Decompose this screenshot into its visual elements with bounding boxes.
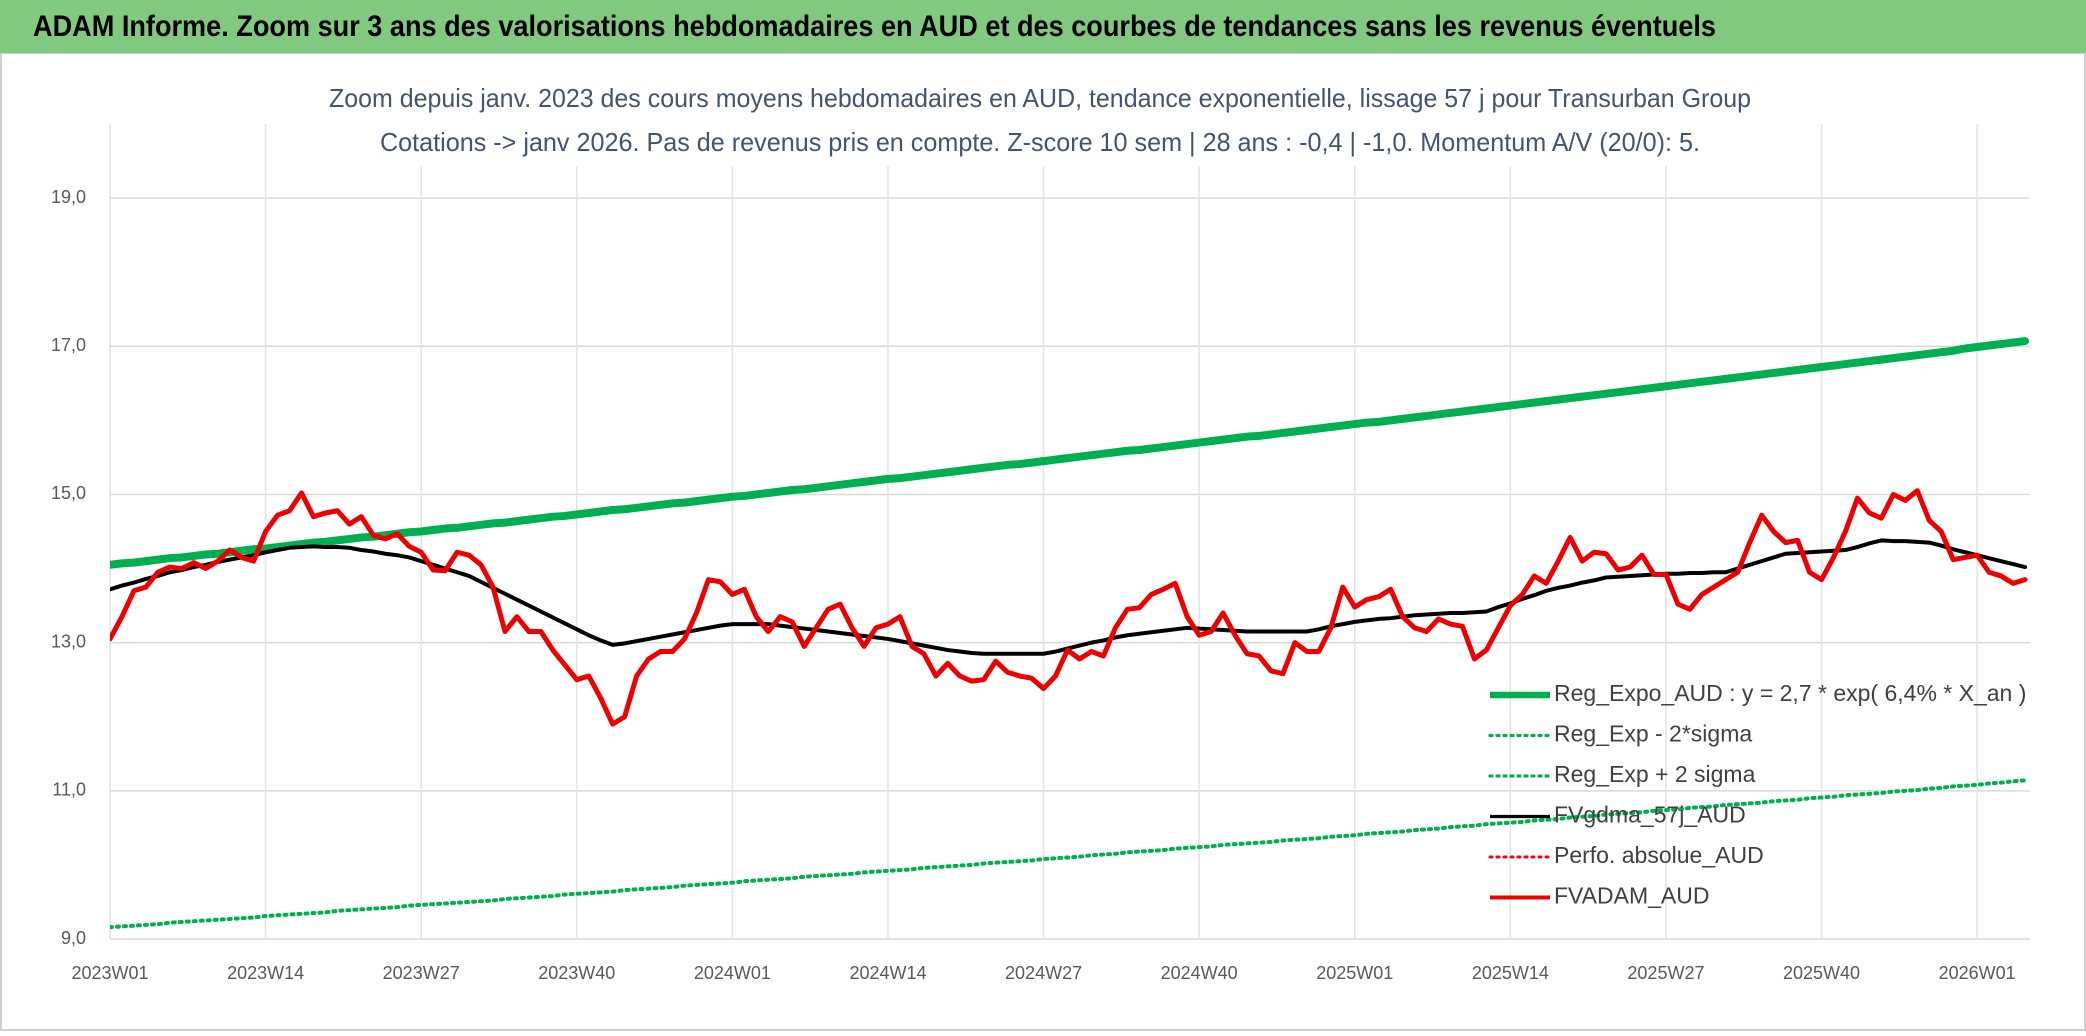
legend-label: Perfo. absolue_AUD [1554, 842, 1764, 868]
subtitle: Zoom depuis janv. 2023 des cours moyens … [329, 83, 1751, 113]
series-group [110, 337, 2029, 930]
x-tick-label: 2025W40 [1783, 963, 1860, 983]
legend-label: Reg_Expo_AUD : y = 2,7 * exp( 6,4% * X_a… [1554, 680, 2026, 706]
y-tick-label: 9,0 [61, 928, 86, 948]
y-tick-label: 15,0 [51, 483, 86, 503]
x-tick-label: 2026W01 [1939, 963, 2016, 983]
chart-title: ADAM Informe. Zoom sur 3 ans des valoris… [33, 10, 1716, 43]
header-bar [0, 0, 2086, 53]
x-tick-label: 2024W01 [694, 963, 771, 983]
x-tick-label: 2024W14 [849, 963, 926, 983]
x-tick-label: 2023W14 [227, 963, 304, 983]
legend-label: FVADAM_AUD [1554, 883, 1710, 909]
subtitle: Cotations -> janv 2026. Pas de revenus p… [380, 127, 1700, 157]
y-tick-label: 13,0 [51, 631, 86, 651]
x-tick-label: 2025W01 [1316, 963, 1393, 983]
x-tick-label: 2025W14 [1472, 963, 1549, 983]
legend-label: FVgdma_57j_AUD [1554, 802, 1746, 828]
y-tick-label: 19,0 [51, 187, 86, 207]
series-line [110, 488, 2028, 727]
legend-label: Reg_Exp - 2*sigma [1554, 721, 1752, 747]
y-tick-label: 11,0 [52, 780, 86, 800]
x-tick-label: 2023W27 [383, 963, 460, 983]
x-tick-label: 2024W40 [1161, 963, 1238, 983]
legend: Reg_Expo_AUD : y = 2,7 * exp( 6,4% * X_a… [1488, 680, 2026, 909]
x-tick-label: 2025W27 [1627, 963, 1704, 983]
x-tick-label: 2024W27 [1005, 963, 1082, 983]
x-tick-label: 2023W01 [71, 963, 148, 983]
x-tick-label: 2023W40 [538, 963, 615, 983]
series-line [110, 778, 2027, 930]
grid: 9,0 11,0 13,0 15,0 17,0 19,0 2023W01 2023W14 202… [51, 124, 2030, 983]
y-tick-label: 17,0 [51, 335, 86, 355]
series-line [110, 337, 2029, 569]
subtitle-box [323, 78, 1763, 166]
legend-label: Reg_Exp + 2 sigma [1554, 761, 1756, 787]
